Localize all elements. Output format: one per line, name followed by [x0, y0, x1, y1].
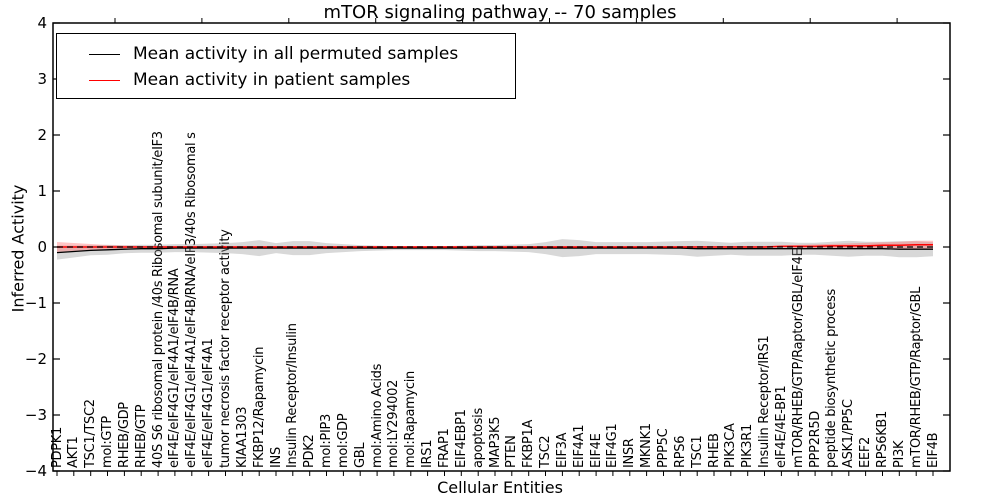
x-tick-label: PPP2R5D: [807, 410, 823, 468]
y-tick-label: −4: [24, 462, 47, 480]
y-tick-label: −1: [24, 294, 47, 312]
x-tick-label: INS: [268, 447, 284, 468]
x-tick-label: ASK1/PP5C: [841, 399, 857, 468]
x-tick-label: EIF4EBP1: [453, 409, 469, 468]
black-line-swatch: [89, 53, 120, 55]
x-tick-label: PPP5C: [655, 428, 671, 468]
x-tick-label: TSC1: [689, 435, 705, 468]
x-tick-label: RPS6: [672, 435, 688, 468]
x-tick-label: mTOR/RHEB/GTP/Raptor/GBL/eIF4E: [790, 248, 806, 469]
x-tick-label: KIAA1303: [234, 406, 250, 468]
x-tick-label: PDK2: [302, 434, 318, 468]
x-tick-label: RPS6KB1: [874, 410, 890, 468]
y-tick-label: 1: [37, 182, 47, 200]
x-tick-label: FKBP12/Rapamycin: [251, 346, 267, 468]
x-tick-label: RHEB/GDP: [116, 402, 132, 468]
x-axis-label: Cellular Entities: [437, 478, 563, 497]
x-tick-label: EIF4G1: [605, 423, 621, 468]
legend-item-permuted: Mean activity in all permuted samples: [89, 41, 515, 67]
x-tick-label: PDPK1: [49, 427, 65, 468]
y-tick-label: −3: [24, 406, 47, 424]
x-tick-label: EIF4A1: [571, 424, 587, 468]
x-tick-label: MAP3K5: [487, 416, 503, 468]
x-tick-label: PI3K: [891, 440, 907, 468]
legend-label-patient: Mean activity in patient samples: [133, 70, 411, 90]
x-tick-label: eIF4E/4E-BP1: [773, 385, 789, 468]
x-tick-label: eIF4E/eIF4G1/eIF4A1/eIF4B/RNA: [167, 268, 183, 468]
red-line-swatch: [89, 79, 120, 81]
y-tick-label: 4: [37, 14, 47, 32]
x-tick-label: mol:GTP: [100, 416, 116, 468]
x-tick-label: FRAP1: [436, 428, 452, 469]
x-tick-label: peptide biosynthetic process: [824, 289, 840, 468]
x-tick-label: Insulin Receptor/IRS1: [757, 335, 773, 468]
x-tick-label: mol:Rapamycin: [403, 371, 419, 468]
x-tick-label: tumor necrosis factor receptor activity: [217, 229, 233, 468]
x-tick-label: TSC1/TSC2: [83, 399, 99, 468]
x-tick-label: mol:GDP: [335, 413, 351, 468]
x-tick-label: 40S S6 ribosomal protein /40s Ribosomal …: [150, 131, 166, 468]
y-axis-label: Inferred Activity: [8, 184, 28, 313]
x-tick-label: GBL: [352, 442, 368, 468]
x-tick-label: EIF3A: [554, 432, 570, 468]
x-tick-label: IRS1: [420, 439, 436, 468]
x-tick-label: eIF4E/eIF4G1/eIF4A1: [201, 338, 217, 468]
y-tick-label: −2: [24, 350, 47, 368]
legend: Mean activity in all permuted samples Me…: [56, 33, 516, 99]
x-tick-label: PTEN: [504, 435, 520, 468]
x-tick-label: RHEB: [706, 433, 722, 468]
x-tick-label: TSC2: [538, 435, 554, 468]
x-tick-label: EEF2: [858, 437, 874, 468]
x-tick-label: mol:Amino Acids: [369, 363, 385, 468]
x-tick-label: EIF4B: [925, 432, 941, 468]
chart-title: mTOR signaling pathway -- 70 samples: [323, 2, 677, 23]
x-tick-label: FKBP1A: [521, 419, 537, 468]
x-tick-label: mol:LY294002: [386, 379, 402, 468]
x-tick-label: PIK3R1: [740, 424, 756, 468]
x-tick-label: PIK3CA: [723, 423, 739, 468]
y-tick-label: 2: [37, 126, 47, 144]
y-tick-label: 0: [37, 238, 47, 256]
x-tick-label: AKT1: [66, 436, 82, 468]
x-tick-label: RHEB/GTP: [133, 404, 149, 468]
x-tick-label: Insulin Receptor/Insulin: [285, 323, 301, 468]
legend-item-patient: Mean activity in patient samples: [89, 67, 515, 93]
x-tick-label: apoptosis: [470, 408, 486, 468]
x-tick-label: eIF4E/eIF4G1/eIF4A1/eIF4B/RNA/eIF3/40s R…: [184, 132, 200, 468]
y-tick-label: 3: [37, 70, 47, 88]
x-tick-label: EIF4E: [588, 433, 604, 468]
x-tick-label: mTOR/RHEB/GTP/Raptor/GBL: [908, 286, 924, 468]
legend-label-permuted: Mean activity in all permuted samples: [133, 44, 459, 64]
x-tick-label: INSR: [622, 438, 638, 468]
x-tick-label: MKNK1: [639, 423, 655, 468]
x-tick-label: mol:PIP3: [319, 414, 335, 468]
